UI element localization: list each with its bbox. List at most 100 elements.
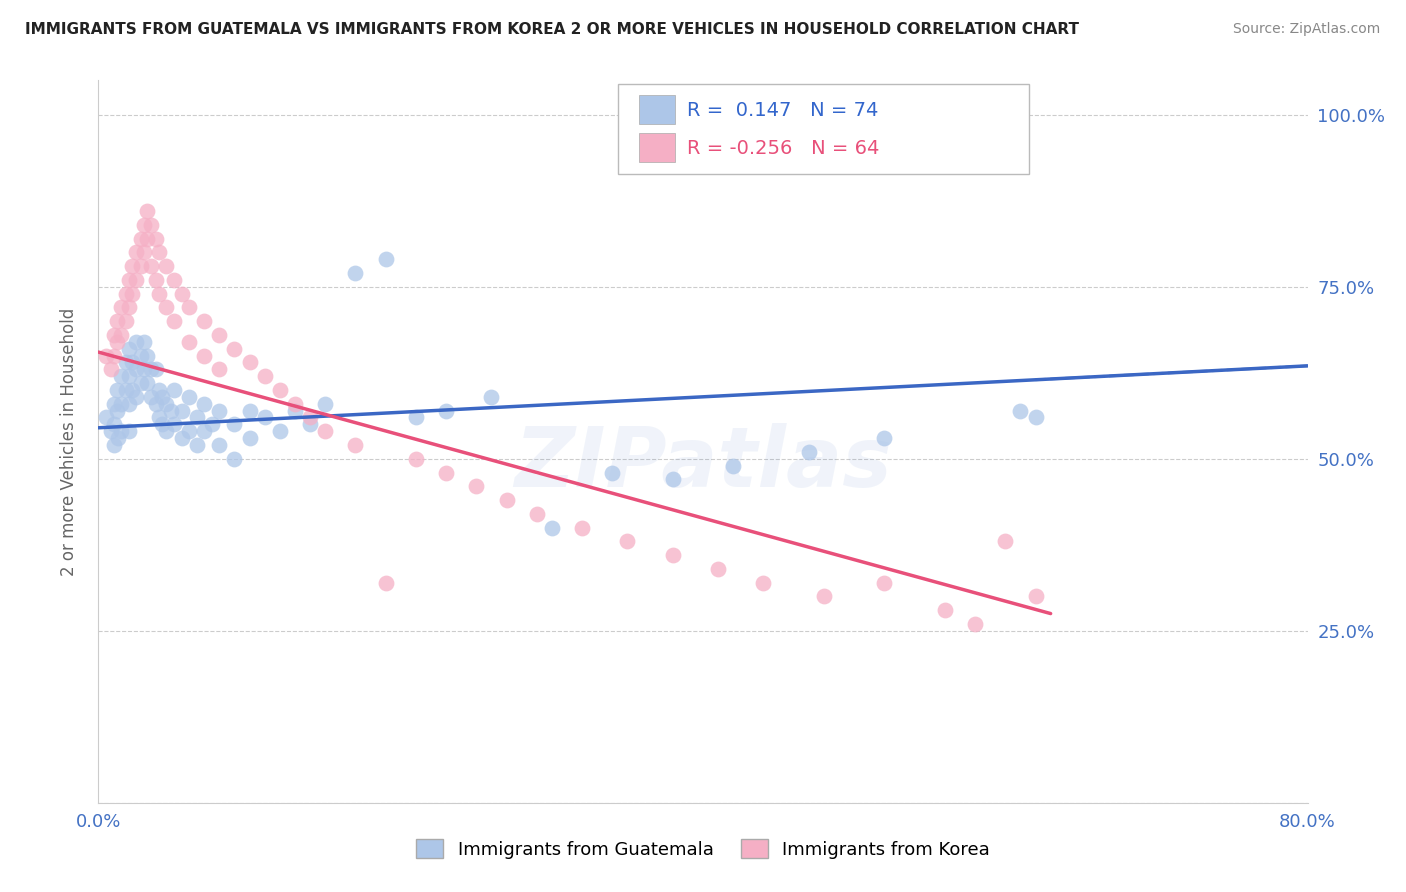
- Point: [114, 383, 136, 397]
- Point: [114, 355, 136, 369]
- Point: [269, 424, 291, 438]
- Point: [253, 369, 276, 384]
- Point: [118, 397, 141, 411]
- Point: [752, 575, 775, 590]
- Point: [797, 445, 820, 459]
- Point: [186, 410, 208, 425]
- Point: [121, 383, 143, 397]
- Point: [269, 383, 291, 397]
- Point: [495, 493, 517, 508]
- Point: [110, 397, 132, 411]
- Point: [103, 327, 125, 342]
- Point: [150, 390, 173, 404]
- Point: [118, 369, 141, 384]
- Point: [163, 273, 186, 287]
- Point: [135, 376, 157, 390]
- Point: [129, 376, 152, 390]
- Point: [571, 520, 593, 534]
- Point: [526, 507, 548, 521]
- Point: [145, 273, 167, 287]
- Point: [125, 245, 148, 260]
- Point: [125, 362, 148, 376]
- Point: [723, 458, 745, 473]
- Point: [145, 397, 167, 411]
- Point: [160, 403, 183, 417]
- Point: [118, 301, 141, 315]
- Point: [253, 410, 276, 425]
- Point: [239, 431, 262, 445]
- Point: [129, 259, 152, 273]
- Point: [148, 383, 170, 397]
- Point: [208, 403, 231, 417]
- Point: [186, 438, 208, 452]
- Point: [179, 424, 201, 438]
- Point: [105, 314, 128, 328]
- Point: [132, 362, 155, 376]
- Point: [129, 231, 152, 245]
- Point: [873, 575, 896, 590]
- Point: [873, 431, 896, 445]
- Point: [125, 273, 148, 287]
- Point: [148, 245, 170, 260]
- Point: [540, 520, 562, 534]
- Point: [155, 397, 177, 411]
- Point: [141, 362, 163, 376]
- Point: [105, 334, 128, 349]
- Point: [114, 286, 136, 301]
- Point: [148, 286, 170, 301]
- Point: [239, 355, 262, 369]
- Point: [121, 355, 143, 369]
- Point: [193, 349, 215, 363]
- Point: [132, 334, 155, 349]
- Point: [224, 451, 246, 466]
- Point: [105, 403, 128, 417]
- Point: [405, 451, 427, 466]
- Point: [121, 259, 143, 273]
- Point: [148, 410, 170, 425]
- Point: [94, 410, 117, 425]
- Point: [145, 231, 167, 245]
- Point: [208, 327, 231, 342]
- Point: [100, 424, 122, 438]
- Point: [813, 590, 835, 604]
- Y-axis label: 2 or more Vehicles in Household: 2 or more Vehicles in Household: [59, 308, 77, 575]
- Point: [135, 231, 157, 245]
- Point: [224, 417, 246, 432]
- Point: [141, 390, 163, 404]
- Point: [155, 424, 177, 438]
- Point: [193, 314, 215, 328]
- Point: [374, 252, 396, 267]
- Point: [125, 390, 148, 404]
- Point: [129, 349, 152, 363]
- Point: [145, 362, 167, 376]
- FancyBboxPatch shape: [638, 95, 675, 124]
- Point: [284, 403, 307, 417]
- Point: [103, 417, 125, 432]
- Point: [201, 417, 224, 432]
- Legend: Immigrants from Guatemala, Immigrants from Korea: Immigrants from Guatemala, Immigrants fr…: [409, 832, 997, 866]
- Point: [141, 259, 163, 273]
- Point: [155, 301, 177, 315]
- Point: [135, 349, 157, 363]
- Point: [1024, 410, 1046, 425]
- Point: [224, 342, 246, 356]
- Point: [135, 204, 157, 219]
- Point: [465, 479, 488, 493]
- Point: [121, 286, 143, 301]
- Point: [94, 349, 117, 363]
- Point: [114, 314, 136, 328]
- Point: [179, 334, 201, 349]
- FancyBboxPatch shape: [619, 84, 1029, 174]
- Point: [141, 218, 163, 232]
- Point: [1024, 590, 1046, 604]
- Point: [110, 301, 132, 315]
- Text: R = -0.256   N = 64: R = -0.256 N = 64: [688, 139, 880, 159]
- Point: [163, 314, 186, 328]
- Point: [155, 259, 177, 273]
- Point: [1010, 403, 1032, 417]
- Point: [103, 397, 125, 411]
- Point: [299, 417, 322, 432]
- Point: [299, 410, 322, 425]
- Text: IMMIGRANTS FROM GUATEMALA VS IMMIGRANTS FROM KOREA 2 OR MORE VEHICLES IN HOUSEHO: IMMIGRANTS FROM GUATEMALA VS IMMIGRANTS …: [25, 22, 1080, 37]
- Point: [100, 362, 122, 376]
